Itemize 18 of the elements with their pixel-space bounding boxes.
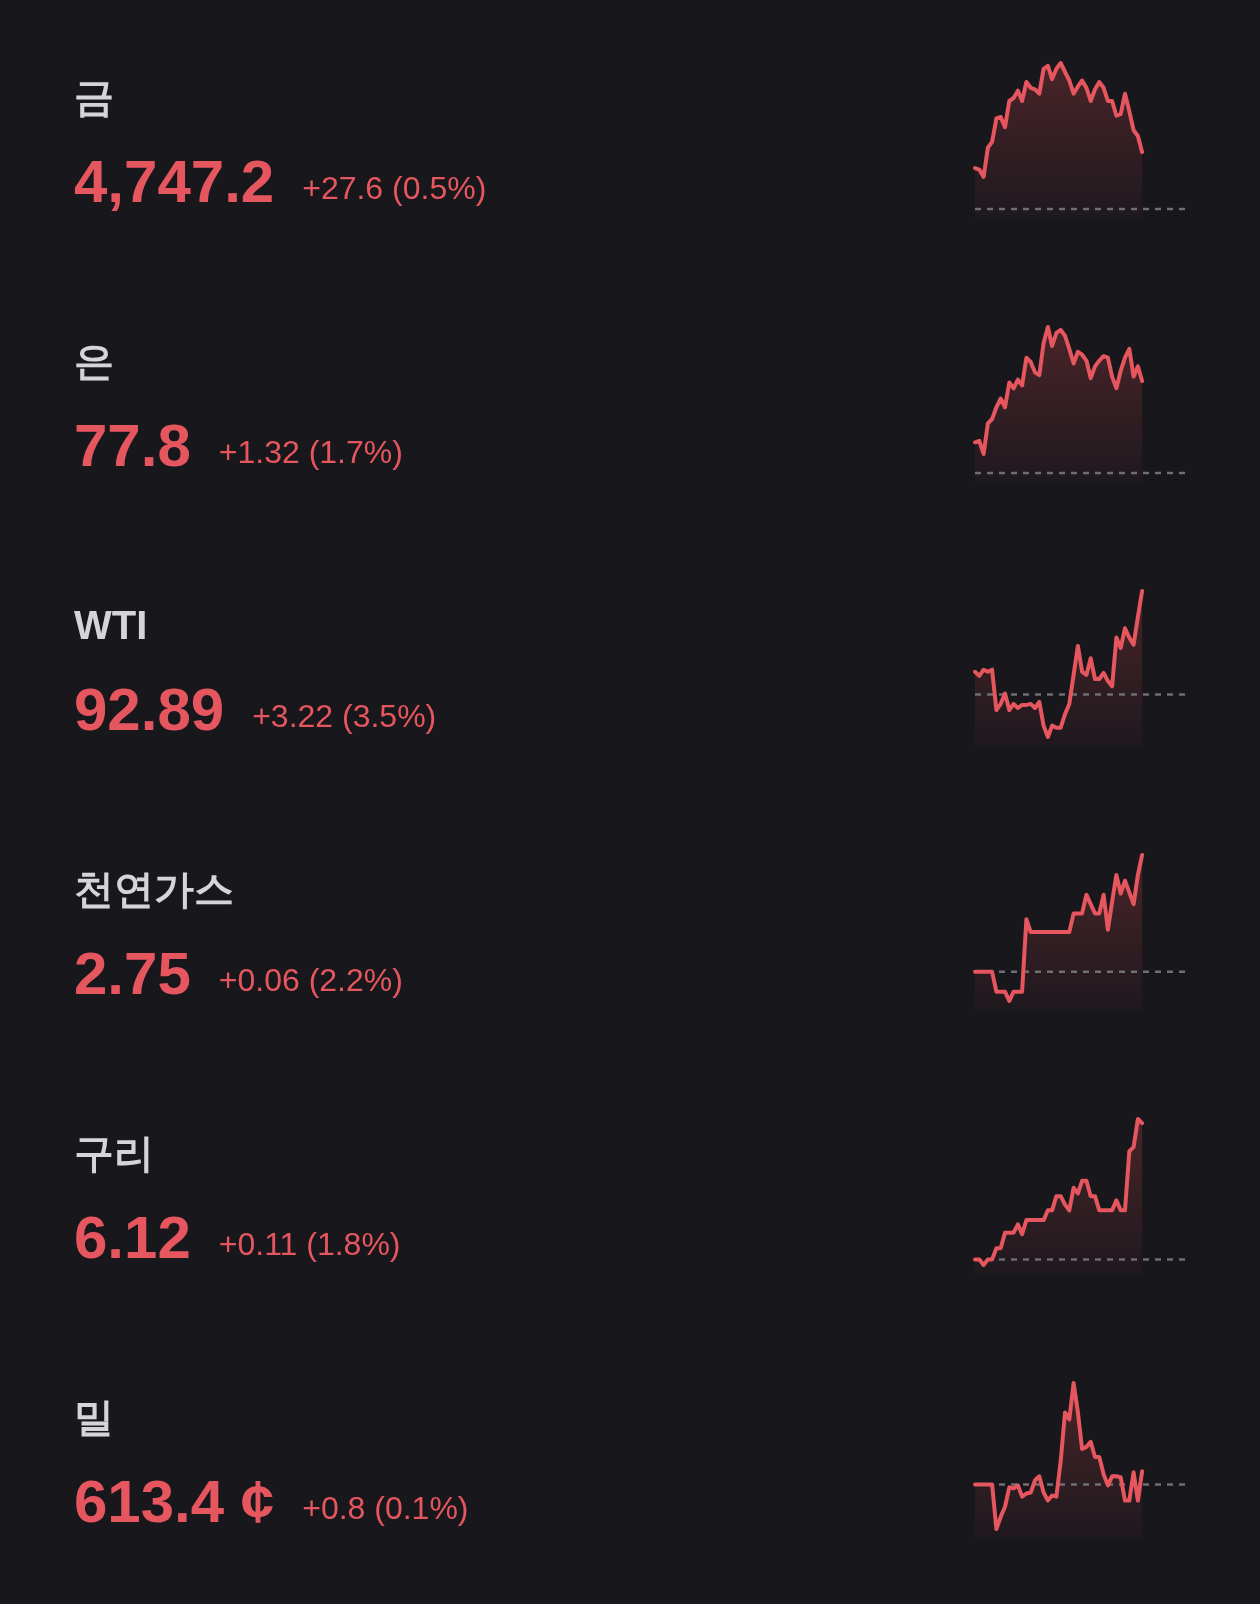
text: 4,747.2 [74, 148, 275, 215]
text: +3.22 (3.5%) [252, 698, 437, 734]
text: 2.75 [74, 940, 191, 1007]
text: 6.12 [74, 1204, 191, 1271]
text: 천연가스 [74, 867, 234, 911]
text: WTI [74, 603, 148, 647]
text: 77.8 [74, 412, 191, 479]
text: 은 [74, 339, 114, 383]
text: +0.11 (1.8%) [218, 1226, 401, 1262]
text: 밀 [74, 1395, 114, 1439]
text: +27.6 (0.5%) [302, 170, 487, 206]
text: +0.8 (0.1%) [302, 1490, 469, 1526]
text: +1.32 (1.7%) [218, 434, 403, 470]
text: 구리 [74, 1131, 154, 1175]
text: 92.89 [74, 676, 225, 743]
text: 613.4 ¢ [74, 1468, 275, 1535]
text: 금 [74, 75, 114, 119]
text: +0.06 (2.2%) [218, 962, 403, 998]
